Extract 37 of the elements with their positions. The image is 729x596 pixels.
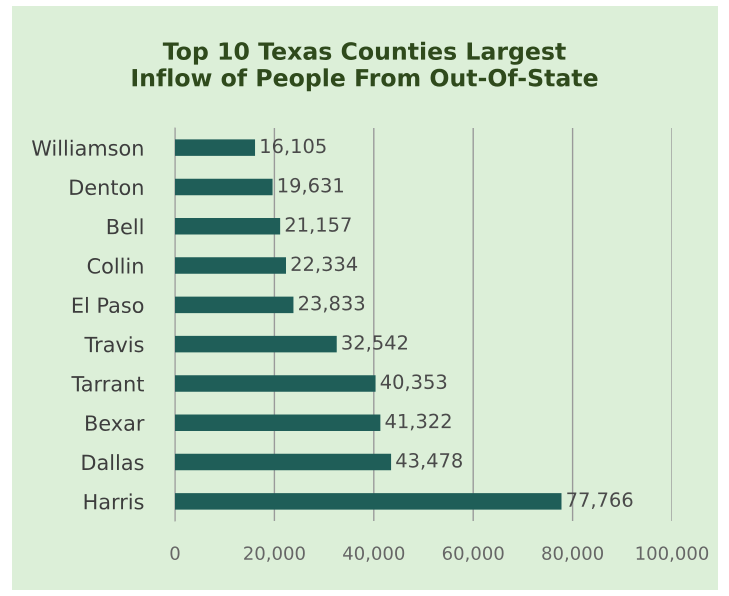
y-tick-label: Williamson — [32, 140, 143, 156]
data-label: 40,353 — [380, 374, 446, 392]
bar — [175, 375, 376, 392]
x-tick-label: 100,000 — [636, 546, 708, 562]
bar — [175, 178, 273, 196]
bar — [175, 218, 280, 235]
bar — [175, 454, 392, 470]
data-label: 43,478 — [396, 452, 462, 470]
data-label: 41,322 — [385, 414, 451, 430]
x-tick-label: 40,000 — [343, 546, 404, 562]
y-tick-label: Harris — [84, 493, 144, 510]
x-tick-label: 80,000 — [542, 546, 603, 562]
bar — [175, 493, 562, 510]
y-tick-label: Bell — [108, 218, 142, 234]
y-tick-label: Denton — [70, 180, 143, 196]
bar — [175, 414, 380, 432]
y-tick-label: Collin — [88, 258, 143, 274]
bar — [175, 257, 286, 274]
bar — [175, 296, 294, 314]
data-label: 23,833 — [299, 296, 364, 312]
data-label: 16,105 — [261, 138, 326, 156]
data-label: 32,542 — [342, 335, 407, 352]
data-label: 21,157 — [286, 217, 351, 234]
y-tick-label: Bexar — [86, 415, 144, 431]
chart-title: Top 10 Texas Counties Largest Inflow of People From Out-Of-State — [132, 42, 598, 92]
y-tick-label: El Paso — [72, 296, 144, 314]
y-tick-label: Dallas — [82, 454, 144, 470]
x-tick-label: 60,000 — [442, 546, 504, 562]
data-label: 19,631 — [278, 178, 343, 195]
y-tick-label: Tarrant — [71, 376, 144, 392]
bar — [175, 336, 337, 352]
data-label: 22,334 — [292, 256, 358, 274]
x-tick-label: 20,000 — [244, 546, 305, 562]
data-label: 77,766 — [567, 492, 632, 509]
bar — [175, 139, 256, 156]
y-tick-label: Travis — [84, 336, 144, 352]
x-tick-label: 0 — [170, 546, 180, 560]
